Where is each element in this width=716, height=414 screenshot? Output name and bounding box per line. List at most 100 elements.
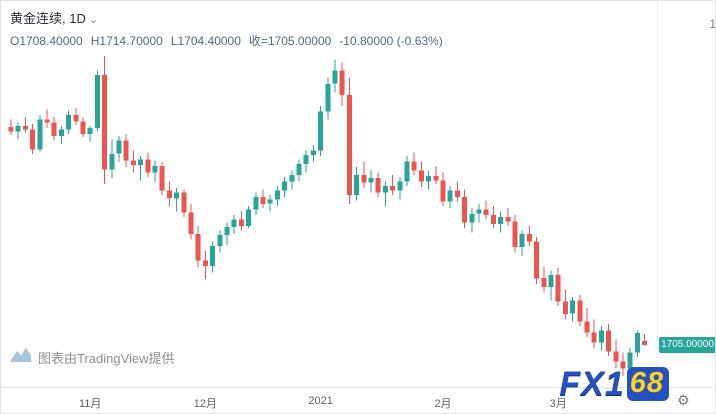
candle[interactable] — [174, 192, 180, 199]
candle[interactable] — [138, 159, 144, 165]
candle[interactable] — [584, 321, 590, 333]
candle[interactable] — [22, 126, 28, 130]
symbol-name[interactable]: 黄金连续 — [10, 11, 63, 26]
candle[interactable] — [462, 197, 468, 223]
price-axis[interactable]: 1 1705.00000 — [657, 1, 715, 387]
candle[interactable] — [519, 233, 525, 248]
candlestick-chart[interactable] — [1, 1, 657, 387]
candle[interactable] — [627, 352, 633, 369]
candle[interactable] — [210, 246, 216, 266]
candle[interactable] — [411, 161, 417, 171]
candle[interactable] — [469, 213, 475, 223]
candle[interactable] — [188, 212, 194, 234]
candle[interactable] — [526, 233, 532, 242]
candle[interactable] — [51, 122, 57, 136]
candle[interactable] — [102, 74, 108, 170]
candle[interactable] — [231, 219, 237, 228]
interval-label[interactable]: 1D — [69, 11, 86, 26]
candle[interactable] — [267, 199, 273, 204]
candle[interactable] — [361, 174, 367, 183]
candle[interactable] — [123, 140, 129, 161]
candle[interactable] — [390, 186, 396, 191]
chevron-down-icon[interactable]: ⌄ — [88, 14, 99, 26]
candle[interactable] — [94, 74, 100, 129]
candle[interactable] — [116, 140, 122, 154]
candle[interactable] — [202, 260, 208, 266]
candle[interactable] — [253, 197, 259, 210]
candle[interactable] — [310, 150, 316, 155]
candle[interactable] — [73, 114, 79, 122]
candle[interactable] — [598, 330, 604, 343]
candle[interactable] — [332, 70, 338, 84]
candle[interactable] — [318, 111, 324, 151]
candle[interactable] — [418, 170, 424, 182]
candle[interactable] — [109, 153, 115, 170]
candle[interactable] — [548, 274, 554, 288]
candle[interactable] — [483, 209, 489, 215]
candle[interactable] — [159, 166, 165, 191]
candle[interactable] — [66, 114, 72, 130]
candle[interactable] — [354, 174, 360, 195]
candle[interactable] — [433, 176, 439, 181]
candle[interactable] — [224, 227, 230, 235]
candle[interactable] — [37, 119, 43, 150]
candle[interactable] — [534, 241, 540, 279]
candle[interactable] — [181, 192, 187, 213]
candle[interactable] — [238, 219, 244, 226]
candle[interactable] — [325, 83, 331, 112]
legend-title-row: 黄金连续, 1D ⌄ — [10, 8, 451, 27]
candle[interactable] — [260, 197, 266, 204]
candle[interactable] — [498, 217, 504, 224]
candle[interactable] — [447, 190, 453, 202]
candle[interactable] — [346, 94, 352, 195]
candle[interactable] — [368, 178, 374, 183]
candle[interactable] — [440, 180, 446, 202]
candle[interactable] — [562, 301, 568, 314]
candle[interactable] — [289, 174, 295, 182]
candle[interactable] — [634, 332, 640, 353]
candle[interactable] — [505, 217, 511, 222]
candle[interactable] — [642, 341, 648, 345]
candle[interactable] — [217, 234, 223, 246]
candle[interactable] — [339, 70, 345, 95]
candle[interactable] — [620, 361, 626, 369]
candle[interactable] — [282, 181, 288, 191]
candle[interactable] — [296, 163, 302, 175]
candle[interactable] — [145, 159, 151, 173]
candle[interactable] — [166, 190, 172, 199]
candle[interactable] — [382, 186, 388, 193]
candle[interactable] — [274, 190, 280, 200]
settings-gear-icon[interactable]: ⚙ — [677, 392, 690, 408]
time-axis[interactable]: 11月 12月 2021 2月 3月 ⚙ — [1, 387, 715, 413]
candle[interactable] — [303, 154, 309, 164]
candle[interactable] — [606, 330, 612, 352]
candle[interactable] — [30, 129, 36, 150]
candle[interactable] — [476, 209, 482, 214]
candle[interactable] — [87, 128, 93, 134]
candle[interactable] — [397, 181, 403, 191]
candle[interactable] — [613, 351, 619, 362]
candle[interactable] — [15, 126, 21, 132]
candle[interactable] — [246, 209, 252, 226]
candle[interactable] — [58, 129, 64, 136]
tradingview-attribution[interactable]: 图表由TradingView提供 — [11, 347, 175, 367]
candle[interactable] — [541, 278, 547, 288]
candle[interactable] — [80, 121, 86, 134]
candle[interactable] — [152, 166, 158, 173]
candle[interactable] — [404, 161, 410, 182]
candle[interactable] — [426, 176, 432, 182]
candle[interactable] — [555, 274, 561, 302]
candle[interactable] — [577, 300, 583, 322]
candle[interactable] — [490, 214, 496, 224]
candle[interactable] — [454, 190, 460, 198]
candle[interactable] — [591, 332, 597, 343]
candle[interactable] — [375, 178, 381, 193]
candle[interactable] — [130, 160, 136, 165]
time-axis-label: 2月 — [434, 398, 452, 410]
candle[interactable] — [570, 300, 576, 314]
candle[interactable] — [195, 233, 201, 261]
candle[interactable] — [8, 127, 14, 132]
candle[interactable] — [44, 119, 50, 123]
candle[interactable] — [512, 221, 518, 248]
attribution-text: 图表由TradingView提供 — [38, 350, 175, 366]
